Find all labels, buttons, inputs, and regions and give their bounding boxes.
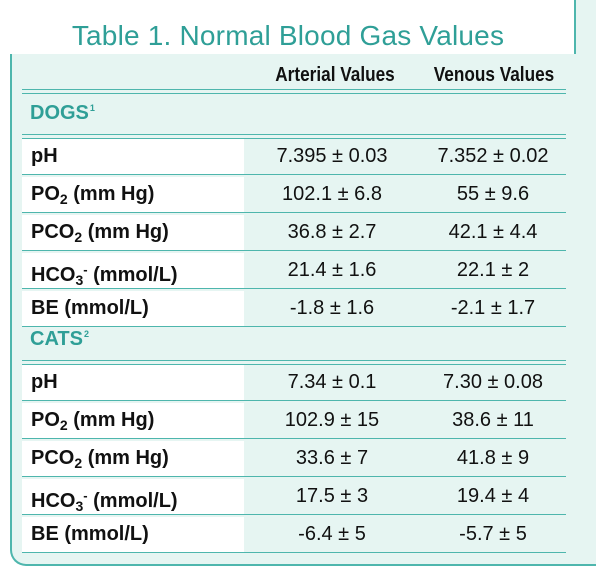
table-row: PCO2 (mm Hg) 36.8 ± 2.7 42.1 ± 4.4 (22, 215, 566, 251)
table-title: Table 1. Normal Blood Gas Values (71, 20, 505, 51)
arterial-value: 17.5 ± 3 (295, 485, 369, 507)
venous-value: 7.30 ± 0.08 (443, 371, 543, 393)
section-divider (22, 134, 566, 139)
arterial-value: 21.4 ± 1.6 (287, 259, 377, 281)
label-main: PO (31, 183, 60, 205)
arterial-value: 102.1 ± 6.8 (282, 183, 382, 205)
label-main: HCO (31, 264, 76, 286)
table-row: HCO3- (mmol/L) 21.4 ± 1.6 22.1 ± 2 (22, 253, 566, 289)
title-box: Table 1. Normal Blood Gas Values (10, 0, 576, 54)
column-header-row: Arterial Values Venous Values (22, 58, 592, 94)
arterial-value: 7.395 ± 0.03 (276, 145, 388, 167)
label-subscript: 2 (74, 229, 83, 245)
venous-value: -5.7 ± 5 (459, 523, 527, 545)
table-row: pH 7.34 ± 0.1 7.30 ± 0.08 (22, 365, 566, 401)
label-main: PO (31, 409, 60, 431)
label-unit: (mm Hg) (67, 409, 155, 431)
venous-value: 41.8 ± 9 (456, 447, 530, 469)
table-row: BE (mmol/L) -6.4 ± 5 -5.7 ± 5 (22, 517, 566, 553)
table-row: HCO3- (mmol/L) 17.5 ± 3 19.4 ± 4 (22, 479, 566, 515)
label-subscript: 2 (74, 455, 83, 471)
venous-value: 7.352 ± 0.02 (437, 145, 549, 167)
row-label: PCO2 (mm Hg) (22, 441, 244, 476)
arterial-value: -1.8 ± 1.6 (289, 297, 375, 319)
row-label: BE (mmol/L) (22, 291, 244, 326)
label-subscript: 2 (59, 191, 68, 207)
label-unit: (mmol/L) (87, 264, 178, 286)
arterial-value: 102.9 ± 15 (284, 409, 380, 431)
arterial-value: -6.4 ± 5 (298, 523, 366, 545)
label-superscript: - (83, 262, 88, 277)
header-divider (22, 89, 566, 94)
section-cats: CATS2 (30, 328, 89, 351)
row-label: HCO3- (mmol/L) (22, 253, 244, 288)
label-unit: (mmol/L) (87, 490, 178, 512)
column-header-arterial: Arterial Values (275, 64, 395, 86)
label-main: pH (31, 371, 58, 393)
label-subscript: 3 (75, 498, 84, 514)
venous-value: -2.1 ± 1.7 (450, 297, 536, 319)
venous-value: 42.1 ± 4.4 (448, 221, 538, 243)
row-label: pH (22, 139, 244, 174)
venous-value: 55 ± 9.6 (456, 183, 530, 205)
arterial-value: 7.34 ± 0.1 (287, 371, 377, 393)
label-subscript: 2 (59, 417, 68, 433)
table-row: pH 7.395 ± 0.03 7.352 ± 0.02 (22, 139, 566, 175)
row-label: HCO3- (mmol/L) (22, 479, 244, 514)
section-divider (22, 360, 566, 365)
column-header-venous: Venous Values (433, 64, 555, 86)
section-label: CATS (30, 328, 83, 350)
row-label: PO2 (mm Hg) (22, 403, 244, 438)
table-row: PO2 (mm Hg) 102.1 ± 6.8 55 ± 9.6 (22, 177, 566, 213)
label-main: HCO (31, 490, 76, 512)
section-label: DOGS (30, 102, 89, 124)
venous-value: 38.6 ± 11 (452, 409, 534, 431)
label-superscript: - (83, 488, 88, 503)
section-footnote: 2 (83, 329, 89, 340)
label-unit: (mm Hg) (82, 221, 169, 243)
label-main: pH (31, 145, 58, 167)
label-main: PCO (31, 447, 75, 469)
label-subscript: 3 (75, 272, 84, 288)
venous-value: 19.4 ± 4 (456, 485, 530, 507)
row-label: PO2 (mm Hg) (22, 177, 244, 212)
table-row: PO2 (mm Hg) 102.9 ± 15 38.6 ± 11 (22, 403, 566, 439)
label-main: BE (mmol/L) (31, 523, 149, 545)
arterial-value: 36.8 ± 2.7 (287, 221, 377, 243)
venous-value: 22.1 ± 2 (456, 259, 530, 281)
row-label: PCO2 (mm Hg) (22, 215, 244, 250)
section-footnote: 1 (89, 103, 95, 114)
table-row: PCO2 (mm Hg) 33.6 ± 7 41.8 ± 9 (22, 441, 566, 477)
row-label: BE (mmol/L) (22, 517, 244, 552)
row-label: pH (22, 365, 244, 400)
section-dogs: DOGS1 (30, 102, 95, 125)
label-main: PCO (31, 221, 75, 243)
label-main: BE (mmol/L) (31, 297, 149, 319)
arterial-value: 33.6 ± 7 (295, 447, 369, 469)
label-unit: (mm Hg) (82, 447, 169, 469)
table-row: BE (mmol/L) -1.8 ± 1.6 -2.1 ± 1.7 (22, 291, 566, 327)
label-unit: (mm Hg) (67, 183, 155, 205)
